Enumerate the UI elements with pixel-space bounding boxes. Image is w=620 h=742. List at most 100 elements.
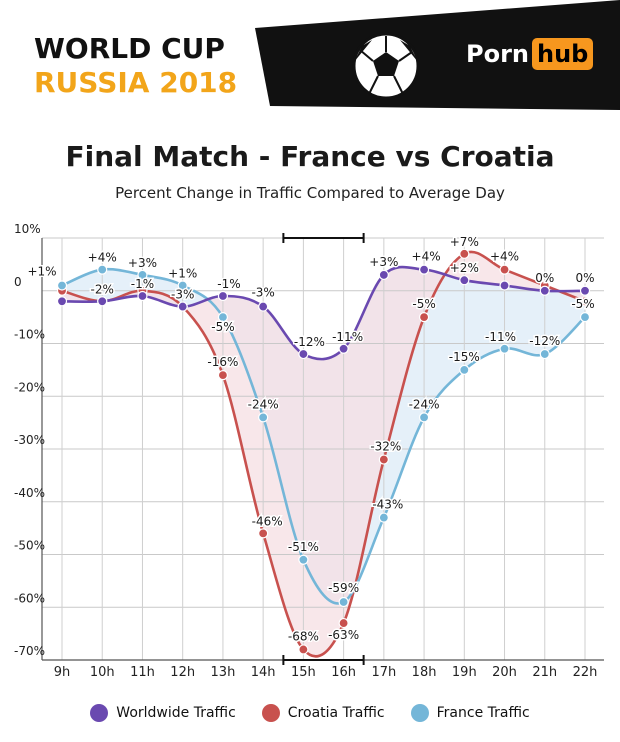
worldwide-data-label-16h: -11% xyxy=(332,330,363,344)
france-point-9h xyxy=(56,280,68,291)
croatia-data-label-20h: +4% xyxy=(490,250,519,264)
worldwide-data-label-21h: 0% xyxy=(535,271,554,285)
france-data-label-22h: -5% xyxy=(571,297,594,311)
worldwide-data-label-14h: -3% xyxy=(251,286,274,300)
x-tick-label-1: 10h xyxy=(90,665,115,680)
x-tick-label-5: 14h xyxy=(251,665,276,680)
france-data-label-13h: -5% xyxy=(211,320,234,334)
worldwide-point-21h xyxy=(539,285,550,296)
worldwide-point-20h xyxy=(499,280,510,291)
chart-subtitle: Percent Change in Traffic Compared to Av… xyxy=(115,184,505,202)
croatia-point-18h xyxy=(418,312,430,323)
france-point-20h xyxy=(499,343,510,354)
y-tick-label-3: -20% xyxy=(14,380,45,394)
y-tick-label-5: -40% xyxy=(14,486,45,500)
worldwide-data-label-22h: 0% xyxy=(575,271,594,285)
event-title-line2: RUSSIA 2018 xyxy=(34,66,238,99)
worldwide-point-11h xyxy=(137,290,148,302)
worldwide-data-label-13h: -1% xyxy=(217,277,240,291)
worldwide-point-13h xyxy=(217,290,229,302)
x-tick-label-4: 13h xyxy=(211,665,236,680)
x-tick-label-7: 16h xyxy=(331,665,356,680)
croatia-data-label-14h: -46% xyxy=(252,514,283,528)
croatia-point-17h xyxy=(378,454,389,465)
legend-swatch-france xyxy=(410,704,429,722)
france-point-21h xyxy=(539,348,550,360)
croatia-point-19h xyxy=(459,248,470,259)
worldwide-point-15h xyxy=(298,348,309,360)
france-data-label-14h: -24% xyxy=(248,397,279,411)
x-tick-label-10: 19h xyxy=(452,665,477,680)
france-data-label-12h: +1% xyxy=(168,266,197,280)
x-tick-label-13: 22h xyxy=(573,665,598,680)
y-tick-label-7: -60% xyxy=(14,591,45,605)
x-tick-label-0: 9h xyxy=(54,665,71,680)
worldwide-point-9h xyxy=(56,296,68,307)
worldwide-point-12h xyxy=(177,301,188,312)
croatia-point-15h xyxy=(298,644,309,655)
croatia-data-label-16h: -63% xyxy=(328,628,359,642)
x-tick-label-9: 18h xyxy=(412,665,437,680)
france-point-12h xyxy=(177,280,188,291)
x-tick-label-12: 21h xyxy=(532,665,557,680)
x-tick-label-6: 15h xyxy=(291,665,316,680)
france-point-18h xyxy=(418,412,430,423)
france-point-22h xyxy=(579,312,591,323)
brand-logo: Porn hub xyxy=(466,36,594,72)
croatia-point-20h xyxy=(499,264,510,275)
france-data-label-17h: -43% xyxy=(372,498,403,512)
croatia-series-line xyxy=(61,250,586,658)
legend-swatch-croatia xyxy=(261,704,280,722)
france-data-label-9h: +1% xyxy=(27,264,56,278)
france-point-14h xyxy=(258,412,269,423)
brand-logo-part2: hub xyxy=(532,38,594,70)
x-tick-label-3: 12h xyxy=(170,665,195,680)
event-title-line1: WORLD CUP xyxy=(34,32,225,65)
header-graphic xyxy=(255,0,620,110)
chart-legend: Worldwide Traffic Croatia Traffic France… xyxy=(0,704,620,722)
legend-label-worldwide: Worldwide Traffic xyxy=(116,705,236,721)
legend-item-croatia: Croatia Traffic xyxy=(261,704,385,722)
y-tick-label-1: 0 xyxy=(14,275,22,289)
france-point-15h xyxy=(298,554,309,565)
header-banner: WORLD CUP RUSSIA 2018 Porn hub xyxy=(0,0,620,120)
worldwide-data-label-11h: -1% xyxy=(131,277,154,291)
france-point-10h xyxy=(97,264,108,275)
croatia-data-label-13h: -16% xyxy=(207,355,238,369)
brand-logo-part1: Porn xyxy=(466,40,529,68)
worldwide-point-18h xyxy=(418,264,430,275)
france-point-13h xyxy=(217,312,229,323)
worldwide-data-label-10h: -2% xyxy=(91,282,114,296)
worldwide-data-label-12h: -3% xyxy=(171,288,194,302)
worldwide-data-label-15h: -12% xyxy=(294,335,325,349)
france-data-label-16h: -59% xyxy=(328,581,359,595)
france-data-label-15h: -51% xyxy=(288,540,319,554)
worldwide-data-label-19h: +2% xyxy=(450,261,479,275)
x-tick-label-8: 17h xyxy=(371,665,396,680)
france-data-label-18h: -24% xyxy=(409,397,440,411)
soccer-ball-icon xyxy=(352,32,420,100)
legend-item-france: France Traffic xyxy=(410,704,530,722)
croatia-point-14h xyxy=(258,528,269,539)
france-point-11h xyxy=(137,269,148,281)
france-data-label-10h: +4% xyxy=(88,251,117,265)
y-tick-label-2: -10% xyxy=(14,328,45,342)
france-data-label-20h: -11% xyxy=(485,330,516,344)
croatia-data-label-19h: +7% xyxy=(450,235,479,249)
worldwide-point-14h xyxy=(258,301,269,312)
worldwide-data-label-17h: +3% xyxy=(369,255,398,269)
legend-swatch-worldwide xyxy=(90,704,109,722)
france-data-label-19h: -15% xyxy=(449,350,480,364)
y-tick-label-8: -70% xyxy=(14,644,45,658)
france-point-16h xyxy=(338,596,349,608)
croatia-data-label-18h: -5% xyxy=(412,297,435,311)
france-point-19h xyxy=(459,364,470,375)
france-data-label-11h: +3% xyxy=(128,256,157,270)
worldwide-point-10h xyxy=(97,296,108,307)
y-tick-label-6: -50% xyxy=(14,539,45,553)
france-data-label-21h: -12% xyxy=(529,334,560,348)
worldwide-series-line xyxy=(61,265,586,361)
croatia-data-label-15h: -68% xyxy=(288,629,319,643)
legend-item-worldwide: Worldwide Traffic xyxy=(90,704,236,722)
